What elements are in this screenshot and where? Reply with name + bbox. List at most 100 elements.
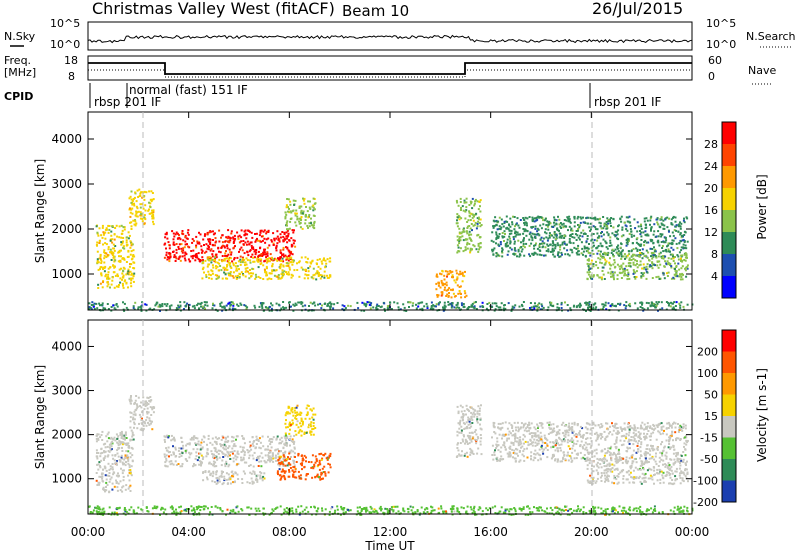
range-gate-cell [125,239,128,242]
range-gate-cell [285,256,288,259]
range-gate-cell [187,245,190,248]
range-gate-cell [528,253,531,256]
range-gate-cell [140,309,143,312]
range-gate-cell [522,301,525,303]
range-gate-cell [664,255,667,258]
range-gate-cell [461,438,464,441]
range-gate-cell [168,256,171,259]
range-gate-cell [222,259,225,262]
range-gate-cell [493,451,496,454]
range-gate-cell [319,267,322,270]
range-gate-cell [311,409,313,412]
range-gate-cell [540,236,543,239]
range-gate-cell [116,449,119,452]
range-gate-cell [286,458,288,461]
range-gate-cell [206,448,209,451]
range-gate-cell [166,256,169,259]
range-gate-cell [466,238,469,241]
range-gate-cell [285,439,287,442]
range-gate-cell [267,231,270,233]
range-gate-cell [459,421,461,424]
range-gate-cell [511,305,514,308]
range-gate-cell [281,257,284,260]
range-gate-cell [570,460,573,463]
range-gate-cell [293,476,296,479]
range-gate-cell [149,399,152,402]
range-gate-cell [269,451,272,454]
range-gate-cell [640,231,643,234]
range-gate-cell [236,274,239,277]
range-gate-cell [621,271,624,274]
range-gate-cell [226,441,229,443]
range-gate-cell [252,248,255,251]
range-gate-cell [668,264,671,266]
range-gate-cell [612,255,615,258]
range-gate-cell [462,440,465,443]
range-gate-cell [291,408,294,411]
range-gate-cell [306,404,309,407]
range-gate-cell [462,303,465,305]
range-gate-cell [88,306,91,309]
range-gate-cell [178,453,181,455]
range-gate-cell [457,412,460,415]
range-gate-cell [232,440,235,442]
range-gate-cell [636,250,639,252]
range-gate-cell [584,246,587,249]
range-gate-cell [300,301,303,304]
range-gate-cell [221,451,224,454]
range-gate-cell [127,462,130,465]
range-gate-cell [211,258,214,261]
range-gate-cell [472,219,475,222]
range-gate-cell [654,303,657,306]
range-gate-cell [649,304,652,307]
range-gate-cell [284,450,287,453]
range-gate-cell [168,247,171,250]
range-gate-cell [680,236,683,239]
range-gate-cell [249,471,252,474]
range-gate-cell [654,306,657,309]
range-gate-cell [273,237,276,240]
range-gate-cell [215,253,218,256]
range-gate-cell [228,307,231,310]
range-gate-cell [230,232,233,235]
range-gate-cell [103,270,106,273]
range-gate-cell [530,235,533,238]
range-gate-cell [674,269,677,272]
range-gate-cell [520,422,523,425]
range-gate-cell [221,255,224,257]
range-gate-cell [309,265,312,268]
range-gate-cell [210,450,213,453]
range-gate-cell [619,217,622,220]
range-gate-cell [285,204,288,207]
range-gate-cell [225,460,228,463]
range-gate-cell [200,305,202,308]
range-gate-cell [279,265,282,268]
range-gate-cell [103,251,106,254]
range-gate-cell [471,216,474,219]
range-gate-cell [443,307,446,310]
range-gate-cell [238,268,240,271]
range-gate-cell [226,455,229,458]
range-gate-cell [288,273,291,276]
range-gate-cell [135,200,138,203]
range-gate-cell [148,417,151,420]
range-gate-cell [311,428,314,431]
range-gate-cell [255,459,258,462]
range-gate-cell [593,239,596,242]
range-gate-cell [604,258,607,261]
range-gate-cell [534,305,537,308]
range-gate-cell [478,236,481,239]
range-gate-cell [90,308,93,311]
range-gate-cell [216,309,219,312]
range-gate-cell [647,302,650,305]
range-gate-cell [253,471,256,474]
range-gate-cell [652,242,655,245]
range-gate-cell [405,310,408,312]
range-gate-cell [631,427,634,430]
range-gate-cell [242,273,244,275]
range-gate-cell [223,268,226,271]
range-gate-cell [615,427,618,430]
range-gate-cell [417,305,420,308]
range-gate-cell [460,429,463,432]
range-gate-cell [135,210,138,213]
